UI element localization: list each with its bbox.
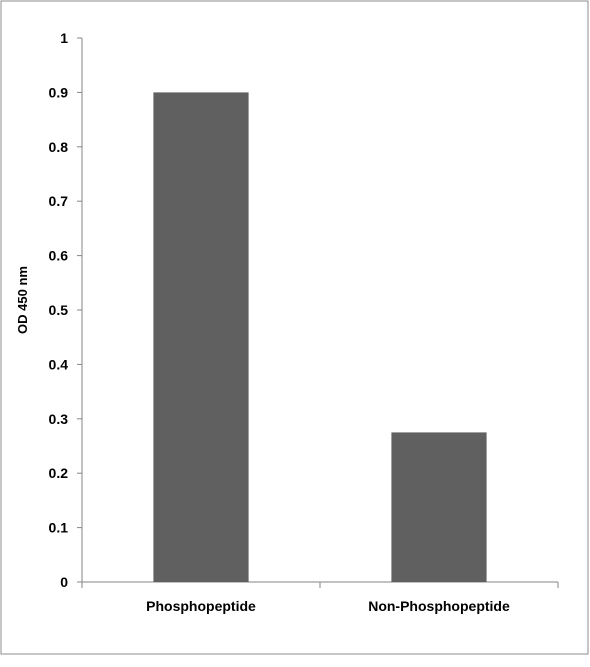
y-tick-label: 0.6: [49, 248, 69, 264]
y-axis-title: OD 450 nm: [15, 266, 30, 334]
plot-area: 0 0.1 0.2 0.3 0.4 0.5 0.6 0.7 0.8 0.9 1 Phosphopept…: [49, 30, 559, 614]
y-tick-label: 0: [60, 574, 68, 590]
y-tick-label: 0.7: [49, 193, 69, 209]
y-tick-label: 0.2: [49, 465, 69, 481]
y-tick-label: 1: [60, 30, 68, 46]
x-category-label: Phosphopeptide: [146, 598, 256, 614]
y-tick-label: 0.8: [49, 139, 69, 155]
y-tick-label: 0.9: [49, 84, 69, 100]
bar-non-phosphopeptide: [391, 432, 487, 582]
y-tick-label: 0.4: [49, 356, 69, 372]
y-tick-label: 0.1: [49, 520, 69, 536]
y-tick-label: 0.3: [49, 411, 69, 427]
x-category-label: Non-Phosphopeptide: [368, 598, 510, 614]
bar-phosphopeptide: [153, 92, 249, 583]
y-tick-label: 0.5: [49, 302, 69, 318]
